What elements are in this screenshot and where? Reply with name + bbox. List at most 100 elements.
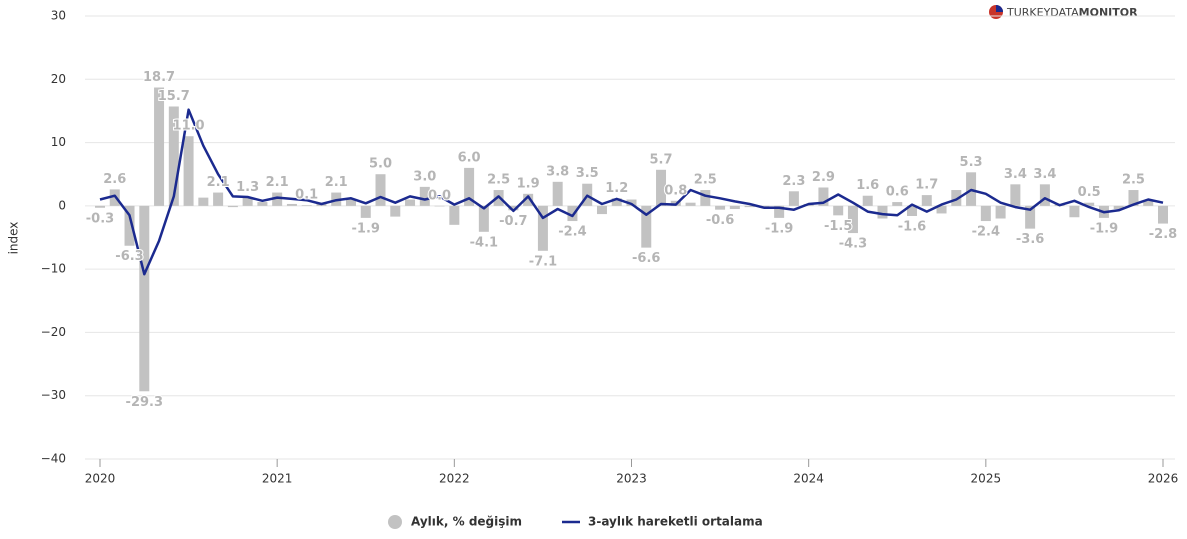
- bar: [227, 205, 238, 208]
- data-label: -6.3: [115, 249, 143, 264]
- bar: [729, 205, 740, 210]
- data-label: -7.1: [529, 254, 557, 269]
- data-label: 1.7: [915, 178, 938, 193]
- bar: [892, 202, 903, 206]
- data-label: -1.9: [765, 221, 793, 236]
- data-label: 2.1: [266, 175, 289, 190]
- data-label: -2.4: [972, 225, 1000, 240]
- bar: [405, 199, 416, 206]
- data-label: 1.9: [517, 176, 540, 191]
- bar: [596, 205, 607, 215]
- bar: [995, 205, 1006, 219]
- bar: [478, 205, 489, 232]
- data-label: 1.2: [605, 181, 628, 196]
- bar: [877, 205, 888, 219]
- bar: [936, 205, 947, 214]
- bar: [611, 198, 622, 206]
- bar: [552, 181, 563, 206]
- data-label: -2.4: [558, 225, 586, 240]
- legend-label: Aylık, % değişim: [411, 515, 522, 529]
- brand-light: TURKEYDATA: [1006, 6, 1079, 19]
- line: [99, 108, 1164, 276]
- x-tick-label: 2022: [439, 472, 470, 486]
- bar-series: [95, 87, 1168, 392]
- data-label: -2.8: [1149, 227, 1177, 242]
- bar: [715, 205, 726, 210]
- data-label: 0.0: [428, 188, 451, 203]
- data-label: 2.5: [487, 173, 510, 188]
- y-tick-label: 0: [58, 198, 66, 212]
- bar: [567, 205, 578, 222]
- bar: [685, 202, 696, 206]
- data-label: -4.3: [839, 237, 867, 252]
- bar: [95, 205, 105, 208]
- data-label: 1.3: [236, 180, 259, 195]
- x-tick-label: 2020: [85, 472, 116, 486]
- x-tick-label: 2025: [971, 472, 1002, 486]
- data-label: 0.8: [664, 183, 687, 198]
- data-label: -1.9: [352, 221, 380, 236]
- brand-bold: MONITOR: [1079, 6, 1138, 19]
- bar: [375, 174, 386, 206]
- data-label: 5.3: [960, 155, 983, 170]
- bar: [1113, 205, 1124, 210]
- data-label: 0.5: [1078, 185, 1101, 200]
- x-tick-label: 2024: [793, 472, 824, 486]
- y-tick-label: −20: [41, 325, 66, 339]
- bar: [833, 205, 844, 216]
- bar: [242, 197, 253, 206]
- data-label: -0.3: [86, 211, 114, 226]
- bar: [168, 106, 179, 206]
- bar: [301, 205, 312, 206]
- bar: [537, 205, 548, 251]
- data-label: 2.6: [103, 172, 126, 187]
- y-tick-label: −30: [41, 388, 66, 402]
- data-label: 1.6: [856, 178, 879, 193]
- data-label: 2.9: [812, 170, 835, 185]
- data-label: -4.1: [470, 235, 498, 250]
- x-tick-label: 2021: [262, 472, 293, 486]
- x-tick-label: 2026: [1148, 472, 1179, 486]
- bar: [656, 169, 667, 206]
- data-label: -1.9: [1090, 221, 1118, 236]
- y-tick-label: 20: [51, 72, 66, 86]
- data-label: 3.5: [576, 166, 599, 181]
- bar: [774, 205, 785, 218]
- bar: [213, 192, 224, 206]
- data-label: 2.5: [694, 173, 717, 188]
- data-label: 3.8: [546, 164, 569, 179]
- bar: [1143, 200, 1154, 206]
- data-label: 5.0: [369, 157, 392, 172]
- bar: [523, 193, 534, 206]
- data-label: -29.3: [126, 395, 163, 410]
- bar: [257, 202, 268, 206]
- bar: [921, 195, 932, 206]
- y-tick-label: 10: [51, 135, 66, 149]
- data-label: 18.7: [143, 70, 175, 85]
- data-label: 3.4: [1033, 167, 1056, 182]
- bar: [1158, 205, 1168, 224]
- bar: [198, 197, 209, 206]
- bar: [360, 205, 371, 218]
- bar: [1128, 190, 1139, 206]
- data-label: 15.7: [158, 89, 190, 104]
- bar: [744, 205, 755, 208]
- bar: [700, 190, 711, 206]
- bar: [951, 190, 962, 206]
- bar: [139, 205, 150, 392]
- bar: [1084, 202, 1095, 206]
- data-label: -1.6: [898, 219, 926, 234]
- data-label: -6.6: [632, 251, 660, 266]
- bar: [272, 192, 283, 206]
- bar: [124, 205, 135, 246]
- y-tick-label: 30: [51, 9, 66, 23]
- legend-label: 3-aylık hareketli ortalama: [588, 515, 763, 529]
- data-label: -0.7: [499, 214, 527, 229]
- bar: [818, 187, 829, 206]
- bar: [464, 167, 475, 206]
- bar: [286, 203, 297, 206]
- bar: [1069, 205, 1080, 218]
- data-label: 0.1: [295, 188, 318, 203]
- bar: [449, 205, 460, 225]
